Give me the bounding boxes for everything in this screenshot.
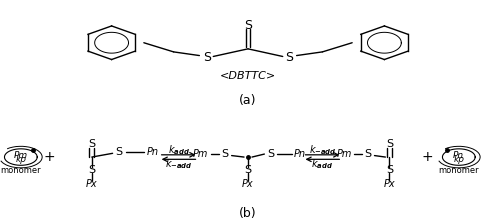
Text: S: S — [222, 149, 229, 159]
Text: (a): (a) — [239, 94, 257, 107]
Text: S: S — [244, 18, 252, 32]
Text: S: S — [386, 165, 393, 175]
Text: $k_\mathregular{add}$: $k_\mathregular{add}$ — [168, 143, 189, 157]
Text: Pm: Pm — [193, 149, 208, 159]
Text: (b): (b) — [239, 207, 257, 220]
Text: Pn: Pn — [146, 147, 158, 157]
Text: S: S — [245, 165, 251, 175]
Text: +: + — [422, 150, 434, 164]
Text: +: + — [44, 150, 56, 164]
Text: Px: Px — [383, 178, 395, 188]
Text: S: S — [88, 139, 95, 149]
Text: monomer: monomer — [0, 166, 41, 175]
Text: Pm: Pm — [14, 151, 28, 160]
Text: S: S — [365, 149, 372, 159]
Text: S: S — [386, 139, 393, 149]
Text: <DBTTC>: <DBTTC> — [220, 71, 276, 81]
Text: Pm: Pm — [337, 149, 352, 159]
Text: $k_\mathregular{add}$: $k_\mathregular{add}$ — [311, 157, 333, 171]
Text: S: S — [203, 52, 211, 65]
Text: $k_\mathregular{-add}$: $k_\mathregular{-add}$ — [309, 143, 336, 157]
Text: S: S — [285, 52, 293, 65]
Text: Px: Px — [86, 178, 98, 188]
Text: $k_\mathregular{-add}$: $k_\mathregular{-add}$ — [165, 157, 192, 171]
Text: Pn: Pn — [294, 149, 306, 159]
Text: Pn: Pn — [453, 151, 464, 160]
Text: S: S — [116, 147, 123, 157]
Text: kp: kp — [453, 155, 464, 164]
Text: kp: kp — [15, 155, 26, 164]
Text: S: S — [267, 149, 274, 159]
Text: monomer: monomer — [438, 166, 479, 175]
Text: Px: Px — [242, 178, 254, 188]
Text: S: S — [88, 165, 95, 175]
